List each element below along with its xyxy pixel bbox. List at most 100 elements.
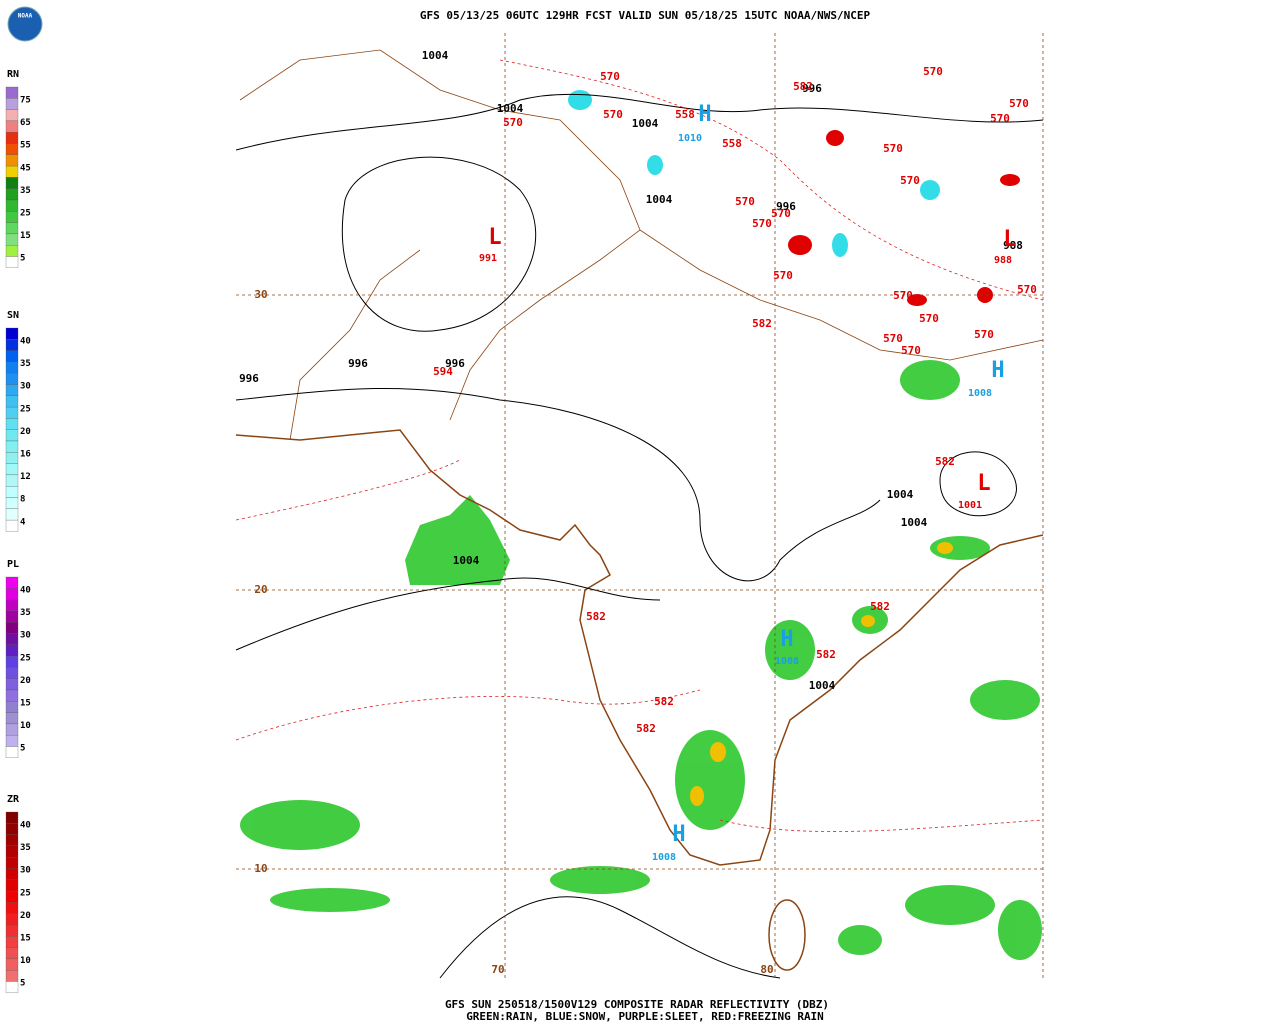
legend-swatch (5, 599, 19, 612)
legend-swatch (5, 474, 19, 487)
legend-label: 30 (20, 866, 31, 876)
legend-swatch (5, 857, 19, 869)
pressure-center-symbol: H (672, 822, 685, 847)
legend-swatch (5, 947, 19, 960)
legend-label: 25 (20, 888, 31, 898)
legend-swatch (5, 143, 19, 155)
thickness-label: 582 (586, 610, 606, 623)
noaa-logo (7, 6, 43, 42)
snow-area (568, 90, 592, 110)
legend-label: 10 (20, 956, 31, 966)
legend-swatch (5, 222, 19, 235)
thickness-label: 570 (883, 332, 903, 345)
legend-swatch (5, 678, 19, 691)
thickness-label: 570 (901, 344, 921, 357)
pressure-center-symbol: H (698, 102, 711, 127)
logo-text: NOAA (18, 13, 33, 20)
legend-swatch (5, 188, 19, 201)
precip-area (405, 495, 510, 585)
thickness-label: 558 (722, 137, 742, 150)
coastline (768, 899, 806, 971)
isobar-label: 1004 (453, 554, 480, 567)
legend-label: 40 (20, 821, 31, 831)
legend-swatch (5, 823, 19, 835)
legend-swatch (5, 373, 19, 385)
thickness-label: 570 (990, 112, 1010, 125)
legend-swatch (5, 868, 19, 880)
isobar-label: 1004 (809, 679, 836, 692)
pressure-center-value: 1008 (652, 852, 676, 863)
isobar (235, 387, 881, 582)
legend-label: 16 (20, 450, 31, 460)
isobar-label: 1004 (901, 516, 928, 529)
legend-swatch (5, 735, 19, 747)
legend-label: 15 (20, 934, 31, 944)
legend-swatch (5, 689, 19, 702)
legend-swatch (5, 233, 19, 246)
footer-line: GFS SUN 250518/1500V129 COMPOSITE RADAR … (445, 998, 829, 1011)
legend-label: 35 (20, 186, 31, 196)
legend-swatch (5, 890, 19, 903)
thickness-label: 582 (816, 648, 836, 661)
legend-swatch (5, 486, 19, 498)
legend-title: RN (7, 69, 19, 80)
precip-area (270, 888, 390, 912)
legend-label: 30 (20, 382, 31, 392)
legend-swatch (5, 256, 19, 268)
legend-swatch (5, 723, 19, 736)
legend-label: 75 (20, 96, 31, 106)
thickness-line (499, 59, 1044, 301)
legend-label: 40 (20, 586, 31, 596)
isobar-label: 988 (1003, 239, 1023, 252)
legend-label: 15 (20, 231, 31, 241)
legend-swatch (5, 440, 19, 453)
isobar-label: 996 (348, 357, 368, 370)
legend-label: 5 (20, 744, 25, 754)
pressure-center-value: 1008 (775, 656, 799, 667)
thickness-label: 570 (919, 312, 939, 325)
precip-area (240, 800, 360, 850)
legend-label: 65 (20, 118, 31, 128)
thickness-label: 582 (636, 722, 656, 735)
legend-swatch (5, 165, 19, 178)
thickness-label: 570 (603, 108, 623, 121)
map: 30 20 10 70 80 1004 1004 1004 1004 996 996 988 996 99… (235, 33, 1044, 979)
legend-swatch (5, 199, 19, 212)
thickness-label: 594 (433, 365, 453, 378)
zr-area (826, 130, 844, 146)
zr-area (977, 287, 993, 303)
legend-label: 4 (20, 517, 26, 527)
precip-area (900, 360, 960, 400)
legend-label: 8 (20, 495, 25, 505)
legend-label: 35 (20, 843, 31, 853)
graticule-label: 70 (491, 963, 504, 976)
graticule-label: 80 (760, 963, 773, 976)
legend-swatch (5, 519, 19, 532)
legend-swatch (5, 958, 19, 971)
graticule-label: 20 (254, 583, 267, 596)
snow-area (832, 233, 848, 257)
isobar-label: 996 (445, 357, 465, 370)
legend-swatch (5, 879, 19, 892)
pressure-center-value: 991 (479, 253, 497, 264)
legend-label: 5 (20, 979, 25, 989)
graticule-label: 10 (254, 862, 267, 875)
legend-swatch (5, 339, 19, 351)
legend-swatch (5, 913, 19, 926)
pressure-center-value: 1010 (678, 133, 702, 144)
border (639, 229, 1044, 361)
graticule (236, 33, 1044, 978)
coastline (235, 429, 1044, 866)
thickness-label: 570 (893, 289, 913, 302)
pressure-center-symbol: H (991, 358, 1004, 383)
legend-swatch (5, 834, 19, 847)
border (289, 249, 421, 441)
legend-label: 30 (20, 631, 31, 641)
legend-swatch (5, 361, 19, 374)
legend-label: 40 (20, 337, 31, 347)
legend-swatch (5, 667, 19, 679)
isobar-label: 996 (802, 82, 822, 95)
border (239, 49, 641, 421)
pressure-center-value: 1001 (958, 500, 982, 511)
legend-label: 12 (20, 472, 31, 482)
